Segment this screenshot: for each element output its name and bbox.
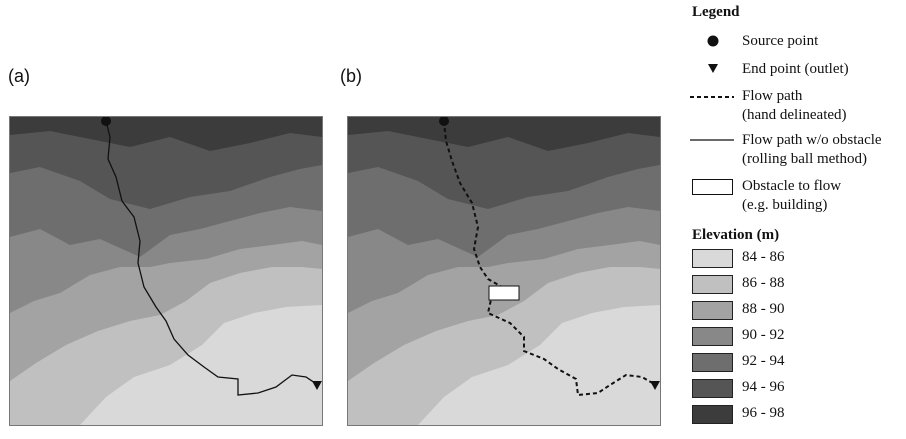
elevation-title: Elevation (m) xyxy=(692,227,780,243)
end-point xyxy=(650,381,660,390)
legend-item-sublabel: (e.g. building) xyxy=(742,197,828,213)
elevation-class-label: 96 - 98 xyxy=(742,405,785,421)
source-point xyxy=(101,117,111,126)
flow-path-dashed xyxy=(443,120,657,397)
panel-label-b: (b) xyxy=(340,66,362,86)
legend-item-label: Flow path w/o obstacle xyxy=(742,132,882,148)
map-panel-b xyxy=(347,116,661,426)
elevation-swatch xyxy=(692,405,733,424)
end-point xyxy=(312,381,322,390)
elevation-class-label: 84 - 86 xyxy=(742,249,785,265)
panel-label-a: (a) xyxy=(8,66,30,86)
obstacle-building xyxy=(488,285,520,301)
elevation-class-label: 88 - 90 xyxy=(742,301,785,317)
legend-item-label: End point (outlet) xyxy=(742,61,849,77)
triangle-marker-icon xyxy=(708,64,718,73)
legend-item-label: Source point xyxy=(742,33,819,49)
elevation-map-b xyxy=(348,117,660,425)
source-point xyxy=(439,117,449,126)
legend-item-label: Obstacle to flow xyxy=(742,178,842,194)
elevation-swatch xyxy=(692,353,733,372)
elevation-class-label: 86 - 88 xyxy=(742,275,785,291)
flow-path-line xyxy=(105,120,319,396)
elevation-swatch xyxy=(692,249,733,268)
solid-line-icon xyxy=(690,139,734,141)
map-panel-a xyxy=(9,116,323,426)
elevation-class-label: 90 - 92 xyxy=(742,327,785,343)
elevation-map-a xyxy=(10,117,322,425)
elevation-swatch xyxy=(692,301,733,320)
elevation-swatch xyxy=(692,327,733,346)
elevation-bands xyxy=(348,117,660,425)
elevation-swatch xyxy=(692,275,733,294)
elevation-class-label: 92 - 94 xyxy=(742,353,785,369)
legend-title: Legend xyxy=(692,4,740,20)
elevation-bands xyxy=(10,117,322,425)
legend-item-sublabel: (rolling ball method) xyxy=(742,151,867,167)
circle-marker-icon xyxy=(707,35,719,47)
band-84-86 xyxy=(418,305,660,425)
elevation-class-label: 94 - 96 xyxy=(742,379,785,395)
legend-item-label: Flow path xyxy=(742,88,803,104)
dashed-line-icon xyxy=(690,96,734,98)
legend-item-sublabel: (hand delineated) xyxy=(742,107,847,123)
elevation-swatch xyxy=(692,379,733,398)
white-rectangle-icon xyxy=(692,179,733,195)
map-legend: Legend Source point End point (outlet) F… xyxy=(688,0,904,439)
